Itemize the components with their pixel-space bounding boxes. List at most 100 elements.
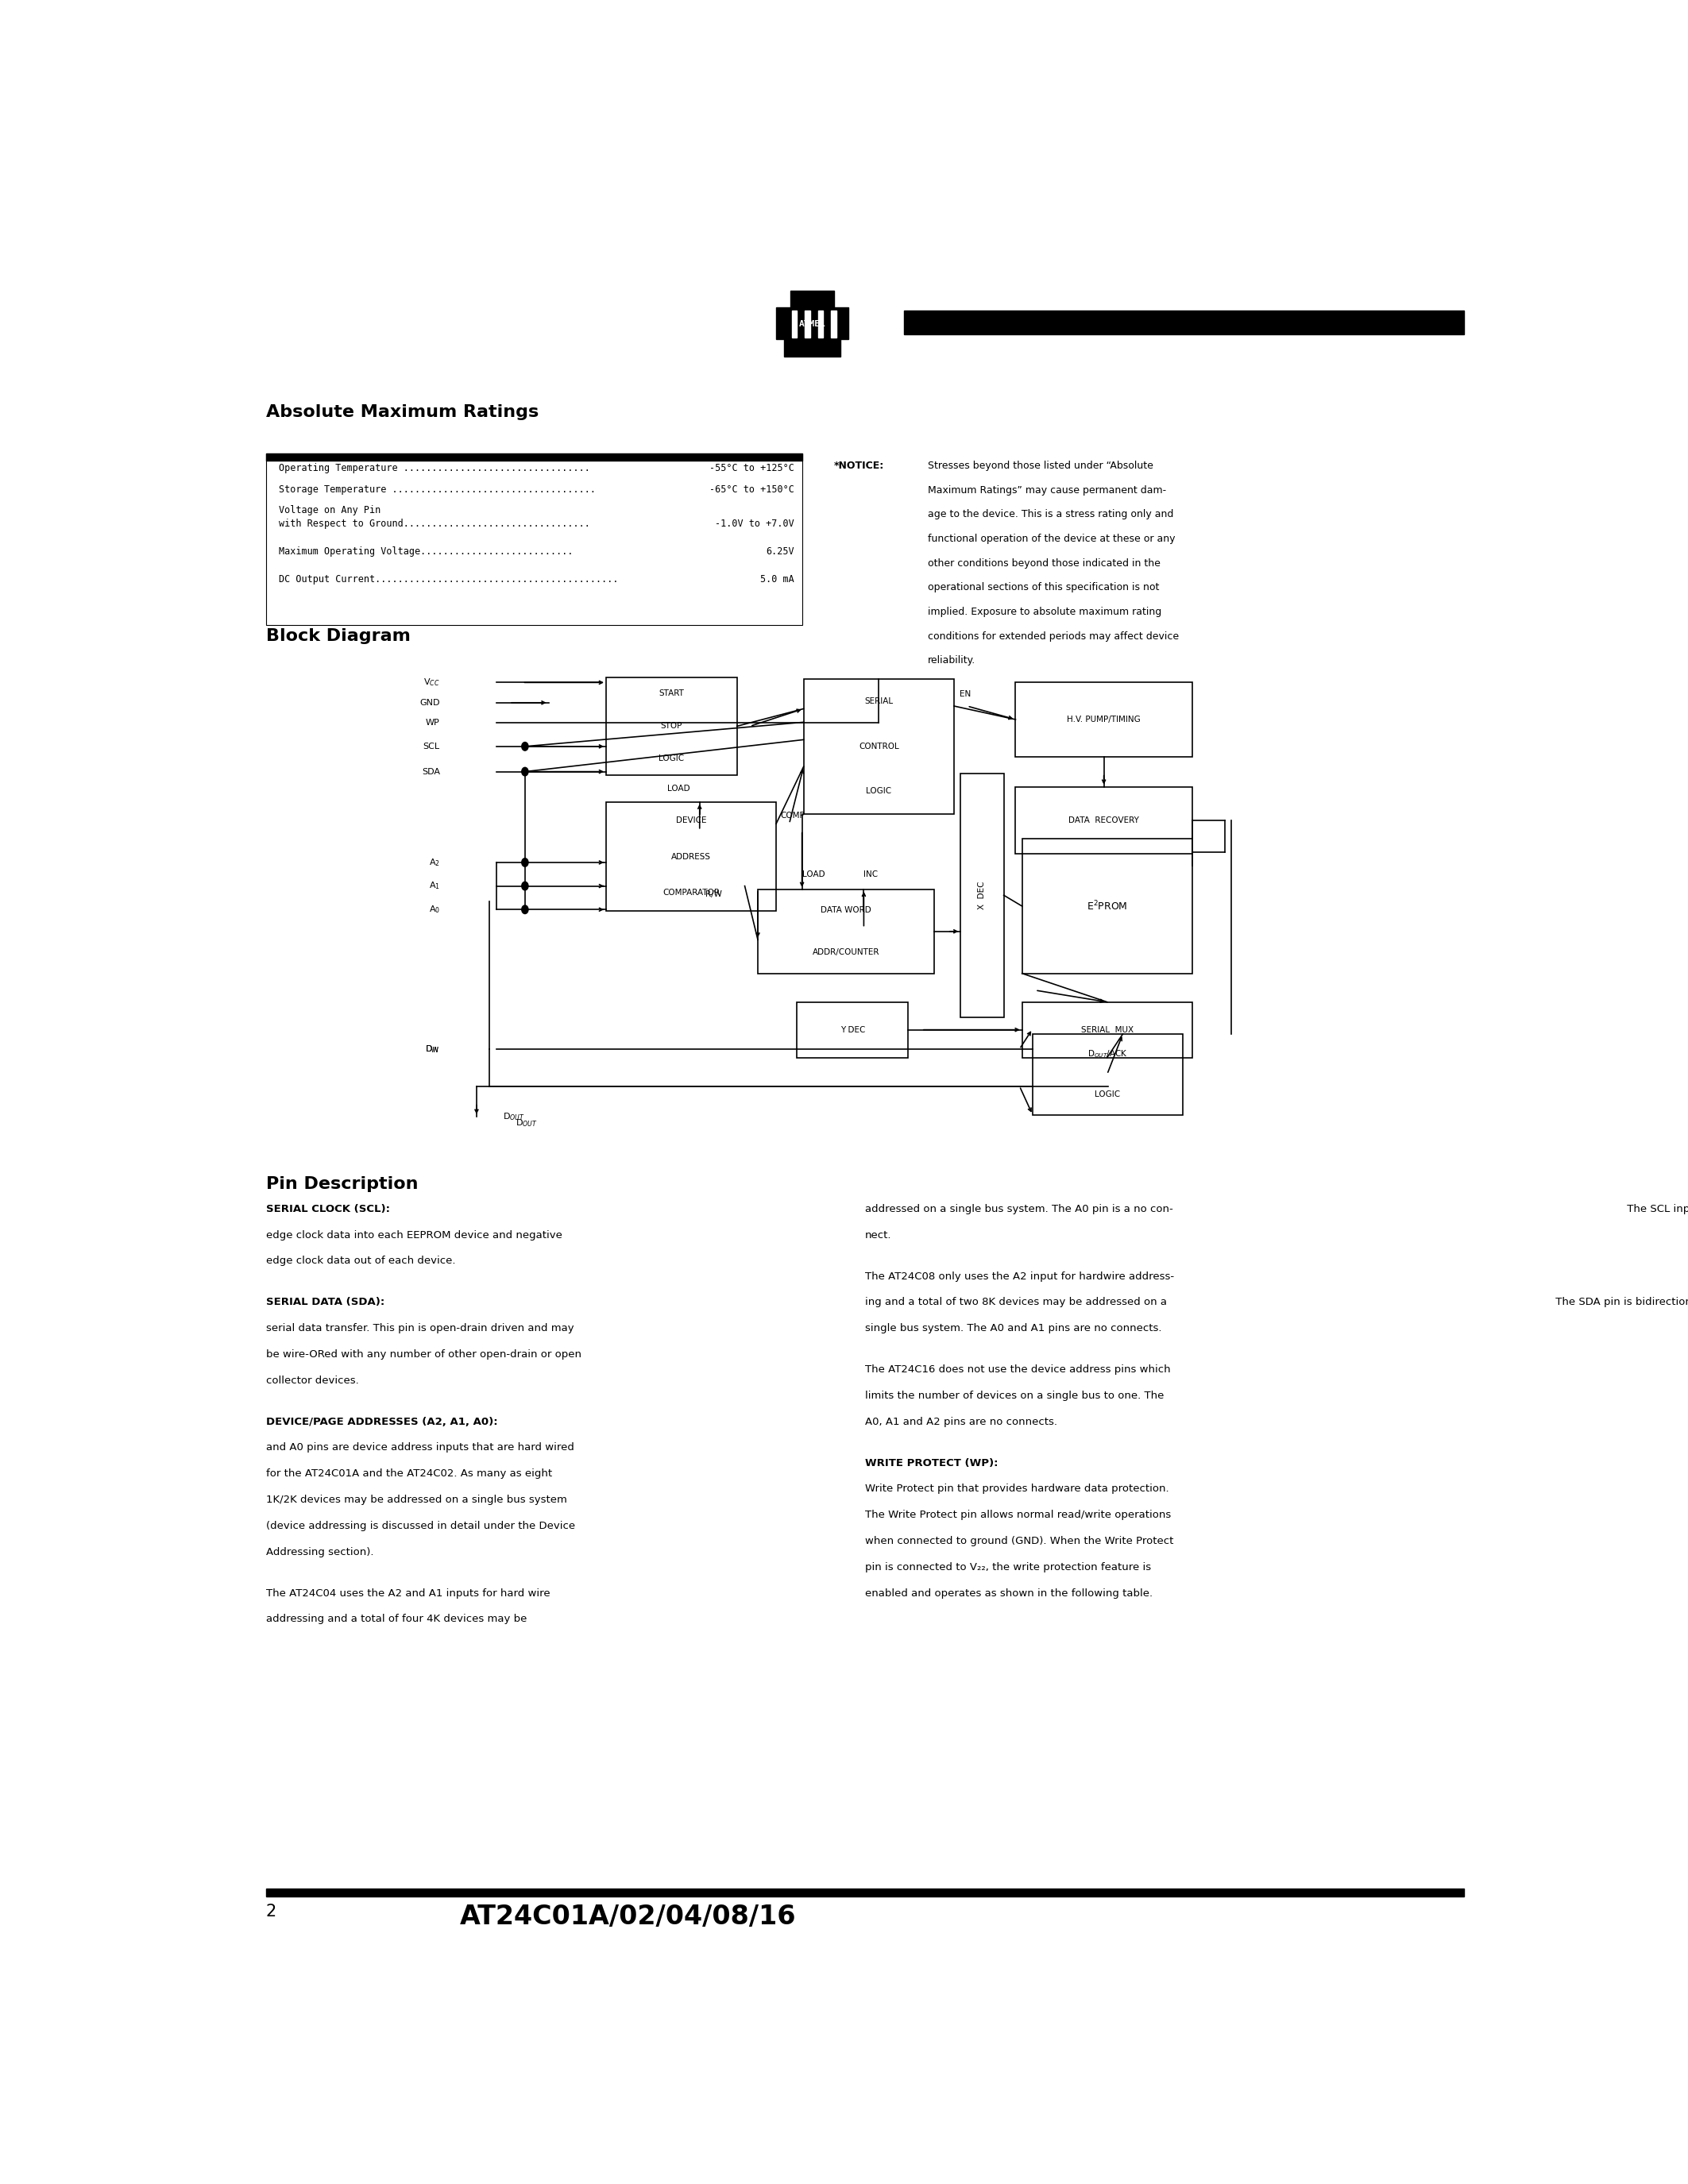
Text: ADDR/COUNTER: ADDR/COUNTER [812, 948, 879, 957]
Text: edge clock data into each EEPROM device and negative: edge clock data into each EEPROM device … [267, 1230, 562, 1241]
Text: edge clock data out of each device.: edge clock data out of each device. [267, 1256, 456, 1267]
Text: CONTROL: CONTROL [859, 743, 900, 751]
Text: 2: 2 [267, 1904, 277, 1920]
Bar [805, 310, 810, 339]
Text: DEVICE: DEVICE [675, 817, 706, 823]
Circle shape [522, 906, 528, 913]
Text: Write Protect pin that provides hardware data protection.: Write Protect pin that provides hardware… [866, 1483, 1170, 1494]
Text: A$_2$: A$_2$ [429, 856, 441, 867]
Text: Stresses beyond those listed under “Absolute: Stresses beyond those listed under “Abso… [928, 461, 1153, 472]
Text: A$_0$: A$_0$ [429, 904, 441, 915]
Text: STOP: STOP [660, 723, 682, 729]
Text: SERIAL: SERIAL [864, 697, 893, 705]
Text: Operating Temperature .................................: Operating Temperature ..................… [279, 463, 591, 474]
Text: SCL: SCL [424, 743, 441, 751]
Text: serial data transfer. This pin is open-drain driven and may: serial data transfer. This pin is open-d… [267, 1324, 574, 1334]
Text: functional operation of the device at these or any: functional operation of the device at th… [928, 533, 1175, 544]
Bar [267, 1889, 1463, 1896]
Text: The SCL input is used to positive: The SCL input is used to positive [1624, 1203, 1688, 1214]
Text: conditions for extended periods may affect device: conditions for extended periods may affe… [928, 631, 1178, 642]
Bar [1016, 681, 1192, 756]
Bar [797, 1002, 908, 1057]
Bar [1016, 786, 1192, 854]
Text: when connected to ground (GND). When the Write Protect: when connected to ground (GND). When the… [866, 1535, 1173, 1546]
Text: D$_{IN}$: D$_{IN}$ [425, 1044, 441, 1055]
Text: The AT24C04 uses the A2 and A1 inputs for hard wire: The AT24C04 uses the A2 and A1 inputs fo… [267, 1588, 550, 1599]
Bar [1023, 839, 1192, 974]
Text: other conditions beyond those indicated in the: other conditions beyond those indicated … [928, 559, 1161, 568]
Circle shape [522, 882, 528, 891]
Text: ADDRESS: ADDRESS [672, 852, 711, 860]
Text: -1.0V to +7.0V: -1.0V to +7.0V [716, 520, 795, 529]
Text: addressing and a total of four 4K devices may be: addressing and a total of four 4K device… [267, 1614, 527, 1625]
Bar [790, 290, 834, 310]
Text: -65°C to +150°C: -65°C to +150°C [709, 485, 795, 496]
Text: R/W: R/W [706, 891, 722, 898]
Text: The Write Protect pin allows normal read/write operations: The Write Protect pin allows normal read… [866, 1509, 1171, 1520]
Text: with Respect to Ground.................................: with Respect to Ground..................… [279, 520, 591, 529]
Text: Maximum Operating Voltage...........................: Maximum Operating Voltage...............… [279, 546, 574, 557]
Text: for the AT24C01A and the AT24C02. As many as eight: for the AT24C01A and the AT24C02. As man… [267, 1468, 552, 1479]
Text: ATMEL: ATMEL [800, 321, 825, 328]
Text: WP: WP [425, 719, 441, 727]
Text: D$_{OUT}$: D$_{OUT}$ [503, 1112, 525, 1123]
Text: limits the number of devices on a single bus to one. The: limits the number of devices on a single… [866, 1391, 1165, 1400]
Text: DATA WORD: DATA WORD [820, 906, 871, 915]
Text: LOGIC: LOGIC [1096, 1090, 1121, 1099]
Text: -55°C to +125°C: -55°C to +125°C [709, 463, 795, 474]
Text: START: START [658, 690, 684, 697]
Text: SERIAL  MUX: SERIAL MUX [1080, 1026, 1133, 1033]
Text: AT24C01A/02/04/08/16: AT24C01A/02/04/08/16 [459, 1904, 797, 1931]
Text: GND: GND [420, 699, 441, 708]
Text: SDA: SDA [422, 767, 441, 775]
Text: be wire-ORed with any number of other open-drain or open: be wire-ORed with any number of other op… [267, 1350, 581, 1361]
Text: LOAD: LOAD [667, 784, 690, 793]
Text: implied. Exposure to absolute maximum rating: implied. Exposure to absolute maximum ra… [928, 607, 1161, 618]
Bar [606, 802, 776, 911]
Text: 1K/2K devices may be addressed on a single bus system: 1K/2K devices may be addressed on a sing… [267, 1494, 567, 1505]
Text: COMP: COMP [780, 812, 805, 819]
Text: DC Output Current...........................................: DC Output Current.......................… [279, 574, 618, 585]
Bar [783, 339, 841, 356]
Text: H.V. PUMP/TIMING: H.V. PUMP/TIMING [1067, 716, 1141, 723]
Text: reliability.: reliability. [928, 655, 976, 666]
Circle shape [522, 858, 528, 867]
Bar [905, 310, 1463, 334]
Text: addressed on a single bus system. The A0 pin is a no con-: addressed on a single bus system. The A0… [866, 1203, 1173, 1214]
Bar [1023, 1002, 1192, 1057]
Text: Block Diagram: Block Diagram [267, 629, 410, 644]
Text: V$_{CC}$: V$_{CC}$ [424, 677, 441, 688]
Text: LOGIC: LOGIC [658, 756, 684, 762]
Text: INC: INC [864, 869, 878, 878]
Circle shape [522, 767, 528, 775]
Bar [267, 454, 802, 625]
Circle shape [522, 743, 528, 751]
Text: SERIAL CLOCK (SCL):: SERIAL CLOCK (SCL): [267, 1203, 390, 1214]
Text: D$_{OUT}$/ACK: D$_{OUT}$/ACK [1087, 1048, 1128, 1059]
Text: 5.0 mA: 5.0 mA [761, 574, 795, 585]
Text: *NOTICE:: *NOTICE: [834, 461, 885, 472]
Text: single bus system. The A0 and A1 pins are no connects.: single bus system. The A0 and A1 pins ar… [866, 1324, 1161, 1334]
Text: collector devices.: collector devices. [267, 1376, 358, 1385]
Text: Addressing section).: Addressing section). [267, 1546, 373, 1557]
Bar [803, 679, 954, 815]
Text: SERIAL DATA (SDA):: SERIAL DATA (SDA): [267, 1297, 385, 1308]
Bar [758, 889, 935, 974]
Text: X  DEC: X DEC [979, 880, 986, 909]
Text: DATA  RECOVERY: DATA RECOVERY [1069, 817, 1139, 823]
Text: The SDA pin is bidirectional for: The SDA pin is bidirectional for [1553, 1297, 1688, 1308]
Bar [830, 310, 836, 339]
Text: A0, A1 and A2 pins are no connects.: A0, A1 and A2 pins are no connects. [866, 1417, 1057, 1426]
Text: enabled and operates as shown in the following table.: enabled and operates as shown in the fol… [866, 1588, 1153, 1599]
Text: Storage Temperature ....................................: Storage Temperature ....................… [279, 485, 596, 496]
Text: Maximum Ratings” may cause permanent dam-: Maximum Ratings” may cause permanent dam… [928, 485, 1166, 496]
Text: age to the device. This is a stress rating only and: age to the device. This is a stress rati… [928, 509, 1173, 520]
Bar [1033, 1033, 1183, 1114]
Text: 6.25V: 6.25V [766, 546, 795, 557]
Bar [267, 454, 802, 461]
Text: and A0 pins are device address inputs that are hard wired: and A0 pins are device address inputs th… [267, 1444, 574, 1452]
Text: Voltage on Any Pin: Voltage on Any Pin [279, 505, 381, 515]
Text: E$^2$PROM: E$^2$PROM [1087, 900, 1128, 913]
Text: D$_{OUT}$: D$_{OUT}$ [517, 1118, 538, 1129]
Text: WRITE PROTECT (WP):: WRITE PROTECT (WP): [866, 1457, 998, 1468]
